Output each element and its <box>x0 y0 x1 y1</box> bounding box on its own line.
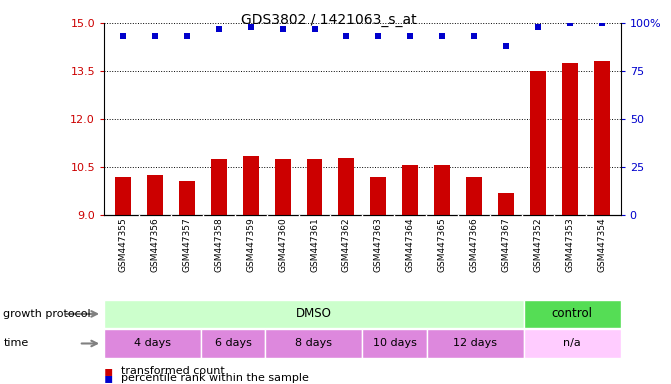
Point <box>437 33 448 40</box>
Bar <box>179 181 195 215</box>
Text: GSM447363: GSM447363 <box>374 218 382 272</box>
Bar <box>530 71 546 215</box>
Bar <box>274 159 291 215</box>
Point <box>277 26 288 32</box>
Bar <box>104 329 201 358</box>
Bar <box>498 193 514 215</box>
Bar <box>562 63 578 215</box>
Text: 6 days: 6 days <box>215 338 252 349</box>
Point <box>213 26 224 32</box>
Point <box>150 33 160 40</box>
Text: 8 days: 8 days <box>295 338 332 349</box>
Point <box>501 43 511 49</box>
Text: GSM447362: GSM447362 <box>342 218 351 272</box>
Text: GSM447353: GSM447353 <box>565 218 574 272</box>
Text: GSM447357: GSM447357 <box>183 218 191 272</box>
Text: GSM447359: GSM447359 <box>246 218 255 272</box>
Bar <box>466 177 482 215</box>
Point <box>405 33 415 40</box>
Bar <box>115 177 131 215</box>
Text: GSM447365: GSM447365 <box>437 218 447 272</box>
Text: n/a: n/a <box>564 338 581 349</box>
Text: transformed count: transformed count <box>121 366 225 376</box>
Point <box>564 20 575 26</box>
Bar <box>524 329 621 358</box>
Text: GSM447354: GSM447354 <box>597 218 606 272</box>
Text: ▪: ▪ <box>104 371 113 384</box>
Text: GSM447361: GSM447361 <box>310 218 319 272</box>
Bar <box>243 156 259 215</box>
Point <box>118 33 129 40</box>
Text: DMSO: DMSO <box>296 308 332 320</box>
Text: control: control <box>552 308 592 320</box>
Point <box>341 33 352 40</box>
Text: GSM447360: GSM447360 <box>278 218 287 272</box>
Point <box>373 33 384 40</box>
Text: GSM447358: GSM447358 <box>214 218 223 272</box>
Bar <box>338 158 354 215</box>
Point <box>309 26 320 32</box>
Bar <box>434 166 450 215</box>
Bar <box>104 300 524 328</box>
Text: growth protocol: growth protocol <box>3 309 91 319</box>
Text: 12 days: 12 days <box>454 338 497 349</box>
Point <box>532 24 543 30</box>
Text: 10 days: 10 days <box>372 338 417 349</box>
Bar <box>370 177 386 215</box>
Bar <box>307 159 323 215</box>
Text: percentile rank within the sample: percentile rank within the sample <box>121 373 309 383</box>
Point <box>596 20 607 26</box>
Text: GSM447355: GSM447355 <box>119 218 127 272</box>
Point <box>182 33 193 40</box>
Bar <box>402 166 418 215</box>
Bar <box>147 175 163 215</box>
Bar <box>266 329 362 358</box>
Text: 4 days: 4 days <box>134 338 171 349</box>
Text: GSM447356: GSM447356 <box>150 218 160 272</box>
Point <box>468 33 479 40</box>
Bar <box>594 61 609 215</box>
Bar <box>524 300 621 328</box>
Point <box>246 24 256 30</box>
Text: GSM447364: GSM447364 <box>406 218 415 272</box>
Text: time: time <box>3 338 29 349</box>
Text: GDS3802 / 1421063_s_at: GDS3802 / 1421063_s_at <box>241 13 417 27</box>
Text: GSM447367: GSM447367 <box>501 218 511 272</box>
Bar <box>201 329 266 358</box>
Bar <box>211 159 227 215</box>
Bar <box>362 329 427 358</box>
Text: GSM447366: GSM447366 <box>470 218 478 272</box>
Text: ▪: ▪ <box>104 364 113 377</box>
Bar <box>427 329 524 358</box>
Text: GSM447352: GSM447352 <box>533 218 542 272</box>
